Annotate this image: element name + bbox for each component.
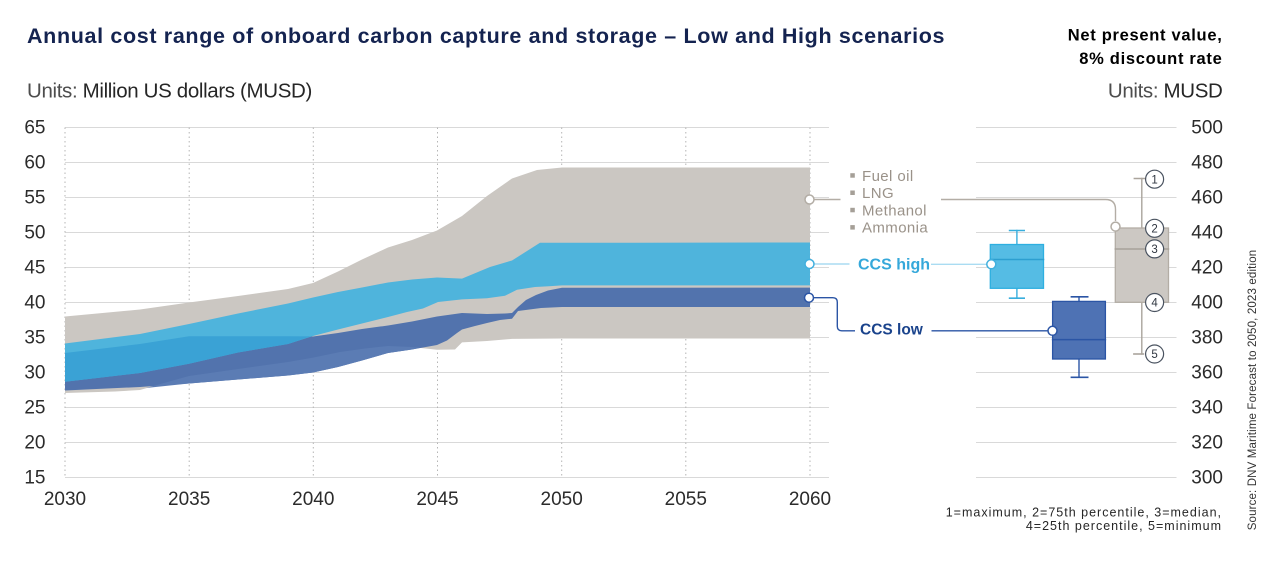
svg-text:45: 45 xyxy=(24,257,45,278)
svg-text:300: 300 xyxy=(1191,467,1223,488)
svg-text:320: 320 xyxy=(1191,432,1223,453)
svg-text:440: 440 xyxy=(1191,222,1223,243)
svg-text:CCS low: CCS low xyxy=(860,322,924,339)
svg-text:1: 1 xyxy=(1151,174,1157,186)
svg-text:2045: 2045 xyxy=(416,489,458,510)
svg-text:30: 30 xyxy=(24,362,45,383)
svg-text:40: 40 xyxy=(24,292,45,313)
svg-text:400: 400 xyxy=(1191,292,1223,313)
svg-text:2: 2 xyxy=(1151,224,1157,236)
svg-text:360: 360 xyxy=(1191,362,1223,383)
svg-text:2030: 2030 xyxy=(44,489,86,510)
svg-text:460: 460 xyxy=(1191,187,1223,208)
svg-text:3: 3 xyxy=(1151,244,1157,256)
svg-text:340: 340 xyxy=(1191,397,1223,418)
svg-text:2060: 2060 xyxy=(789,489,831,510)
svg-text:1=maximum, 2=75th percentile,: 1=maximum, 2=75th percentile, 3=median, xyxy=(946,506,1222,520)
svg-text:380: 380 xyxy=(1191,327,1223,348)
svg-text:Source: DNV Maritime Forecast: Source: DNV Maritime Forecast to 2050, 2… xyxy=(1247,250,1259,531)
svg-text:Units: MUSD: Units: MUSD xyxy=(1108,80,1223,103)
svg-text:480: 480 xyxy=(1191,152,1223,173)
svg-text:Annual cost range of onboard c: Annual cost range of onboard carbon capt… xyxy=(27,24,945,48)
svg-text:2055: 2055 xyxy=(665,489,707,510)
svg-text:4=25th percentile, 5=minimum: 4=25th percentile, 5=minimum xyxy=(1026,519,1222,533)
svg-text:Ammonia: Ammonia xyxy=(862,220,928,237)
svg-text:CCS high: CCS high xyxy=(858,257,930,274)
svg-text:5: 5 xyxy=(1151,349,1157,361)
svg-text:4: 4 xyxy=(1151,298,1158,310)
svg-text:55: 55 xyxy=(24,187,45,208)
svg-text:25: 25 xyxy=(24,397,45,418)
svg-text:LNG: LNG xyxy=(862,185,894,202)
svg-text:2035: 2035 xyxy=(168,489,210,510)
svg-text:8% discount rate: 8% discount rate xyxy=(1079,50,1222,68)
svg-text:2040: 2040 xyxy=(292,489,334,510)
svg-text:Net present value,: Net present value, xyxy=(1068,27,1223,45)
svg-text:420: 420 xyxy=(1191,257,1223,278)
svg-text:500: 500 xyxy=(1191,117,1223,138)
svg-text:Fuel oil: Fuel oil xyxy=(862,168,914,185)
svg-text:20: 20 xyxy=(24,432,45,453)
svg-text:60: 60 xyxy=(24,152,45,173)
svg-text:Units: Million US dollars (MUS: Units: Million US dollars (MUSD) xyxy=(27,80,312,103)
svg-text:50: 50 xyxy=(24,222,45,243)
svg-text:2050: 2050 xyxy=(541,489,583,510)
svg-text:Methanol: Methanol xyxy=(862,202,927,219)
svg-text:65: 65 xyxy=(24,117,45,138)
svg-text:35: 35 xyxy=(24,327,45,348)
svg-text:15: 15 xyxy=(24,467,45,488)
